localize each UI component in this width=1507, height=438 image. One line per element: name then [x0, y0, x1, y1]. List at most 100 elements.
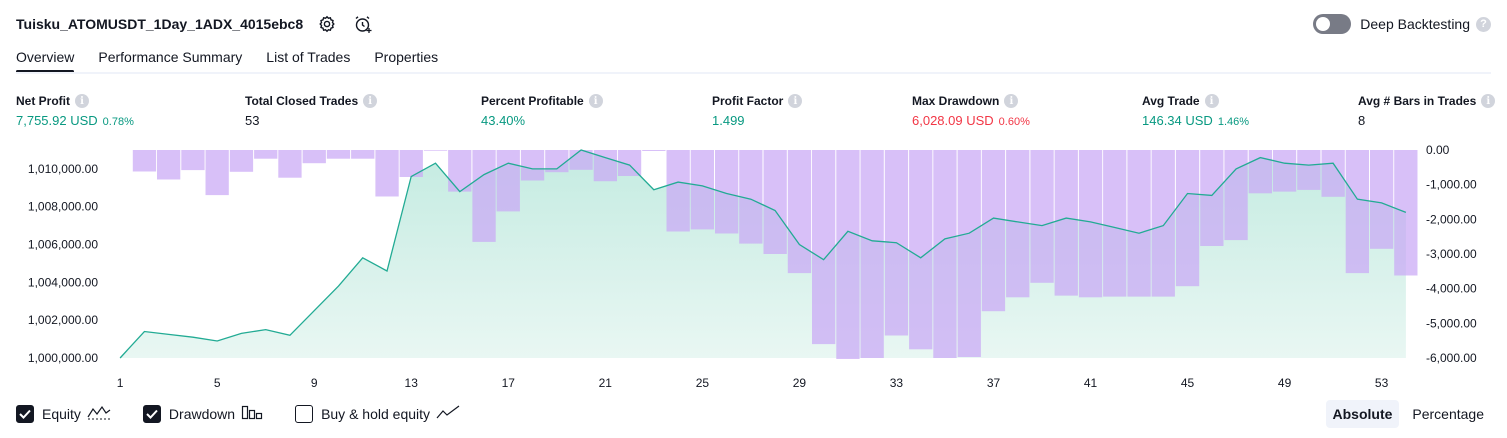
info-icon[interactable]: i: [75, 94, 89, 108]
drawdown-bar: [423, 150, 448, 151]
tab-list-of-trades[interactable]: List of Trades: [266, 49, 351, 65]
x-axis-tick: 41: [1084, 376, 1098, 390]
metric-value: 146.34 USD: [1142, 113, 1213, 128]
deep-backtesting-label: Deep Backtesting: [1360, 16, 1470, 32]
percentage-button[interactable]: Percentage: [1412, 406, 1484, 422]
display-mode: Absolute Percentage: [1320, 400, 1492, 428]
drawdown-bar: [157, 150, 181, 180]
drawdown-bar: [715, 150, 739, 234]
right-axis-tick: -4,000.00: [1426, 282, 1477, 296]
x-axis-tick: 17: [502, 376, 516, 390]
equity-drawdown-chart[interactable]: 1,010,000.00 1,008,000.00 1,006,000.00 1,00…: [0, 140, 1507, 398]
equity-line: [119, 149, 1407, 359]
legend-equity[interactable]: Equity: [16, 404, 111, 425]
drawdown-bar: [254, 150, 278, 159]
legend-drawdown-label: Drawdown: [168, 406, 236, 422]
legend-drawdown[interactable]: Drawdown: [142, 404, 263, 425]
drawdown-bar: [545, 150, 569, 173]
x-axis-tick: 9: [311, 376, 318, 390]
metric-value: 43.40%: [481, 113, 526, 128]
metric-value: 1.499: [712, 113, 745, 128]
tab-bar: Overview Performance Summary List of Tra…: [16, 44, 462, 74]
buy-hold-line-icon: [436, 404, 460, 425]
left-axis-tick: 1,010,000.00: [28, 162, 98, 176]
right-axis-tick: -2,000.00: [1426, 212, 1477, 226]
drawdown-bar: [957, 150, 981, 357]
drawdown-bar: [593, 150, 617, 182]
drawdown-bar: [642, 150, 666, 151]
drawdown-bar: [351, 150, 375, 159]
metric-value: 6,028.09 USD: [912, 113, 994, 128]
metric-profit-factor: Profit Factor i 1.499: [712, 93, 803, 128]
info-icon[interactable]: i: [588, 94, 603, 108]
drawdown-bar: [666, 150, 690, 232]
drawdown-bar: [739, 150, 763, 244]
metric-percent: 1.46%: [1217, 116, 1250, 128]
drawdown-bar: [496, 150, 520, 212]
drawdown-bar: [132, 150, 157, 172]
equity-line-icon: [87, 404, 111, 425]
metric-label: Max Drawdown: [912, 94, 1000, 108]
drawdown-bar: [1078, 150, 1103, 298]
info-icon[interactable]: i: [1004, 94, 1019, 108]
metric-value: 8: [1358, 113, 1366, 128]
buy-hold-checkbox[interactable]: [295, 405, 314, 423]
settings-icon[interactable]: [315, 12, 339, 36]
drawdown-bar: [205, 150, 229, 196]
x-axis-tick: 29: [793, 376, 807, 390]
drawdown-bar: [1127, 150, 1151, 297]
left-axis-tick: 1,002,000.00: [28, 313, 98, 327]
chart-legend: Equity Drawdown Buy & hold equity: [16, 403, 492, 425]
left-axis-tick: 1,000,000.00: [28, 351, 98, 365]
drawdown-bar: [1321, 150, 1345, 197]
x-axis-tick: 53: [1375, 376, 1389, 390]
drawdown-bars-icon: [241, 404, 263, 425]
equity-checkbox[interactable]: [16, 405, 34, 423]
tab-overview[interactable]: Overview: [16, 44, 75, 74]
drawdown-bar: [617, 150, 642, 176]
drawdown-bar: [1175, 150, 1200, 287]
drawdown-bar: [472, 150, 496, 242]
drawdown-bar: [763, 150, 787, 254]
legend-buy-hold[interactable]: Buy & hold equity: [295, 404, 460, 425]
metric-label: Avg # Bars in Trades: [1358, 94, 1477, 108]
metric-total-closed-trades: Total Closed Trades i 53: [245, 93, 378, 128]
right-axis-tick: -5,000.00: [1426, 316, 1477, 330]
absolute-button[interactable]: Absolute: [1325, 400, 1400, 428]
metric-avg-trade: Avg Trade i 146.34 USD 1.46%: [1142, 93, 1249, 128]
drawdown-bar: [399, 150, 423, 177]
x-axis-tick: 37: [987, 376, 1001, 390]
drawdown-bar: [836, 150, 860, 359]
metric-avg-bars: Avg # Bars in Trades i 8: [1358, 93, 1496, 128]
alarm-add-icon[interactable]: [351, 12, 375, 36]
drawdown-bar: [1006, 150, 1030, 298]
drawdown-bar: [326, 150, 351, 159]
x-axis-tick: 45: [1181, 376, 1195, 390]
metric-label: Avg Trade: [1142, 94, 1200, 108]
x-axis-tick: 1: [117, 376, 124, 390]
drawdown-bar: [1224, 150, 1248, 241]
drawdown-bar: [1345, 150, 1369, 274]
drawdown-bar: [448, 150, 472, 192]
drawdown-bar: [690, 150, 714, 230]
tab-properties[interactable]: Properties: [374, 49, 439, 65]
info-icon[interactable]: i: [1481, 94, 1496, 108]
metric-label: Net Profit: [16, 94, 70, 108]
metric-max-drawdown: Max Drawdown i 6,028.09 USD 0.60%: [912, 93, 1030, 128]
drawdown-bar: [1370, 150, 1394, 249]
drawdown-bar: [981, 150, 1006, 312]
deep-backtesting-toggle[interactable]: [1313, 14, 1352, 34]
drawdown-bar: [302, 150, 326, 164]
metric-percent-profitable: Percent Profitable i 43.40%: [481, 93, 603, 128]
info-icon[interactable]: i: [363, 94, 378, 108]
metric-net-profit: Net Profit i 7,755.92 USD 0.78%: [16, 93, 134, 128]
drawdown-bar: [1297, 150, 1321, 190]
deep-backtesting: Deep Backtesting ?: [1313, 12, 1491, 36]
drawdown-bar: [1394, 150, 1418, 276]
help-icon[interactable]: ?: [1476, 16, 1491, 32]
tab-performance-summary[interactable]: Performance Summary: [98, 49, 243, 65]
metric-label: Profit Factor: [712, 94, 784, 108]
info-icon[interactable]: i: [1204, 94, 1219, 108]
info-icon[interactable]: i: [788, 94, 803, 108]
drawdown-checkbox[interactable]: [142, 405, 161, 423]
